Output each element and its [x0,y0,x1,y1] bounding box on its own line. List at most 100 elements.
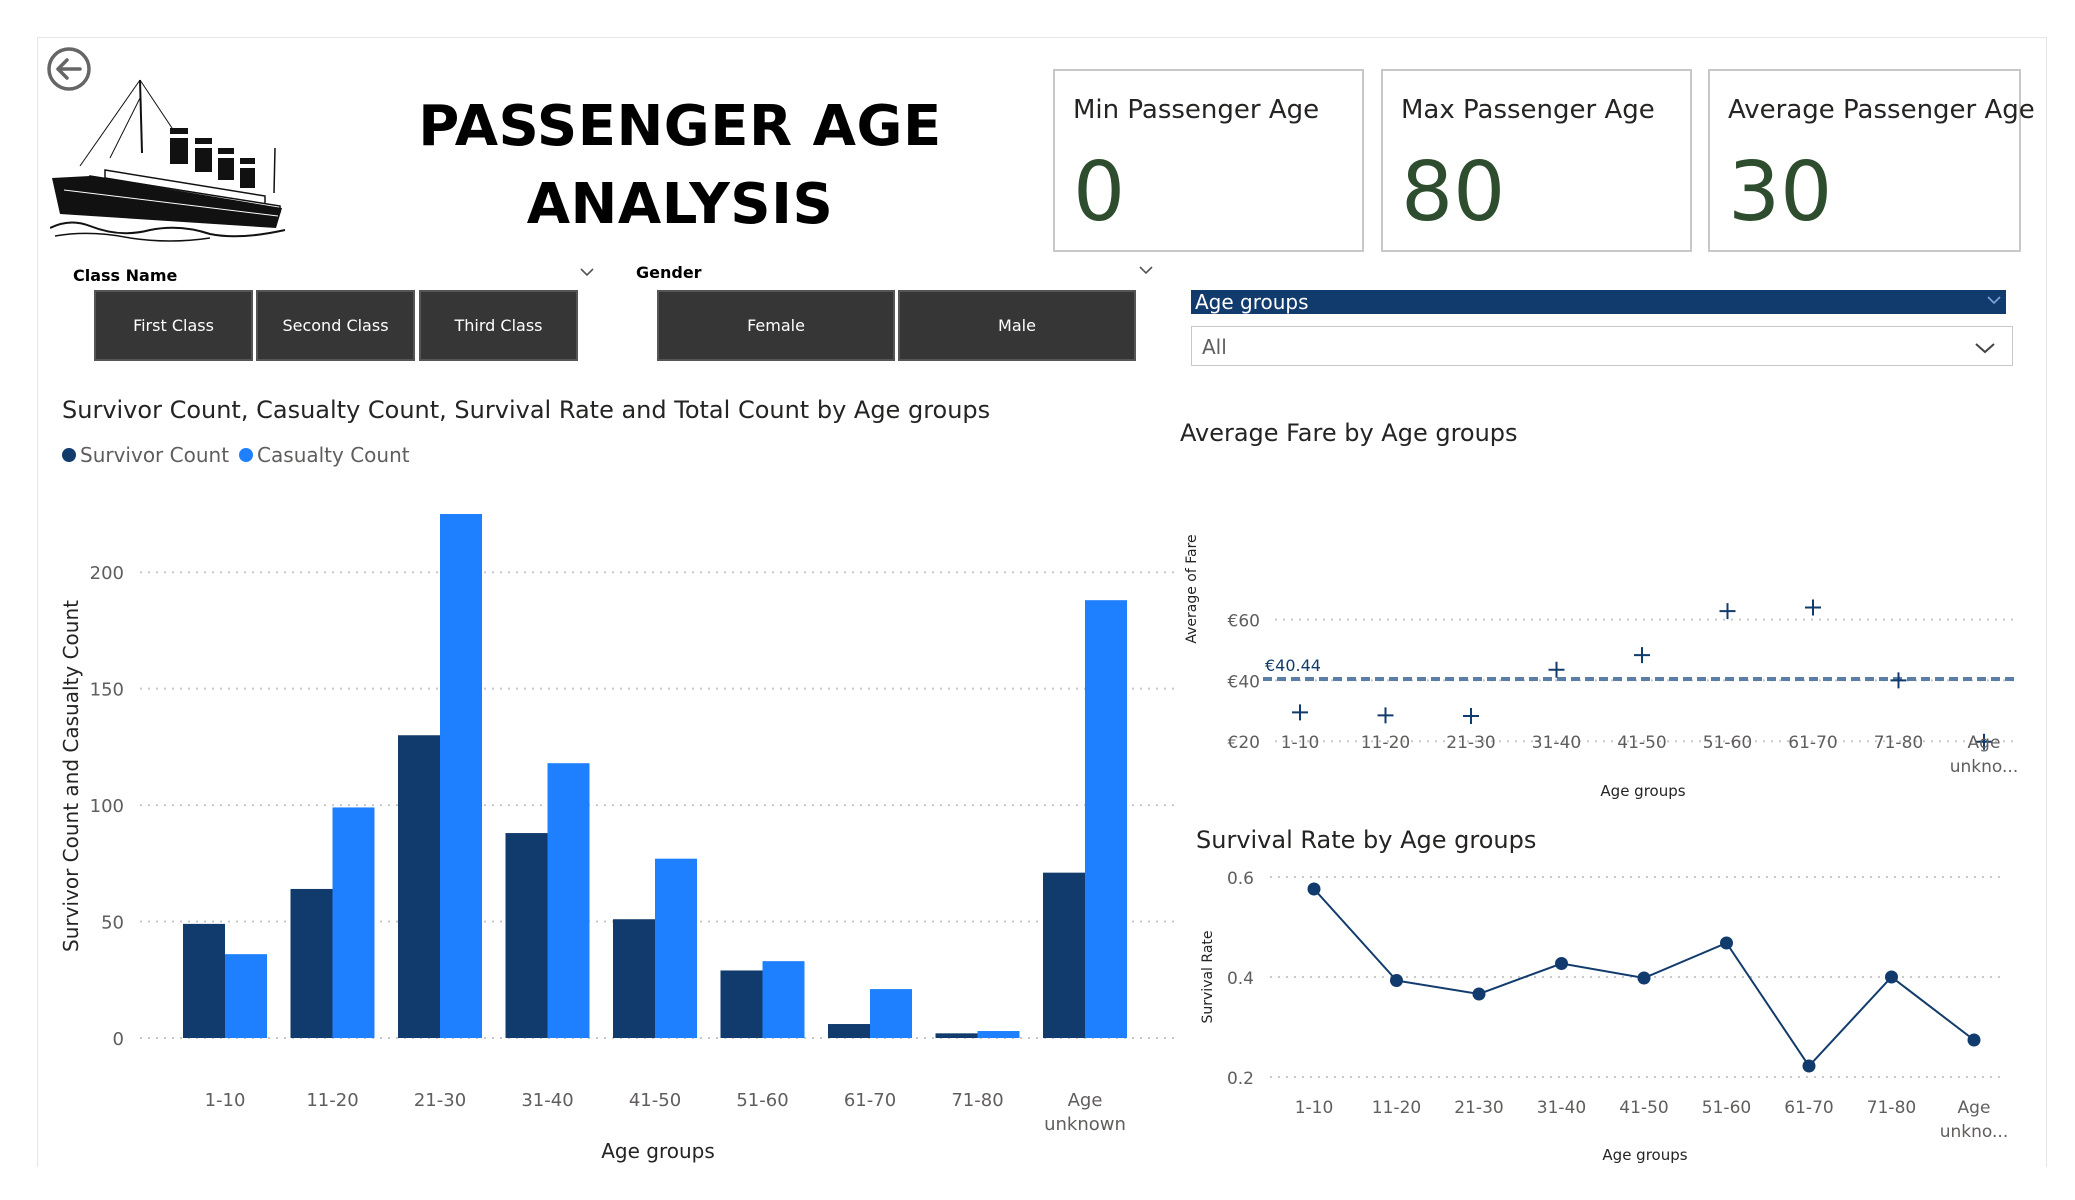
y-axis-label: Survivor Count and Casualty Count [59,600,83,952]
survivor-bar [1043,872,1085,1038]
survivor-bar [935,1033,978,1038]
x-tick-label: Age [1958,1098,1991,1118]
y-tick-label: 0.2 [1227,1069,1254,1089]
survivor-bar [183,923,225,1038]
x-tick-label: Age [1968,733,2001,753]
kpi-label: Average Passenger Age [1728,95,2035,125]
x-tick-label: 61-70 [844,1090,896,1111]
chevron-down-icon[interactable] [579,266,595,278]
x-tick-label: 41-50 [1617,733,1666,753]
x-tick-label: 1-10 [1295,1098,1334,1118]
x-tick-label: 51-60 [736,1090,788,1111]
x-tick-label: 31-40 [521,1090,573,1111]
x-tick-label: Age [1068,1090,1103,1111]
line-point [1472,987,1486,1001]
line-point [1967,1033,1981,1047]
x-tick-label: unkno... [1950,757,2018,777]
back-arrow-icon[interactable] [46,46,92,92]
gender-option-male[interactable]: Male [898,290,1136,361]
legend-item-survivor[interactable]: Survivor Count [62,443,229,467]
gender-slicer-title: Gender [636,263,702,282]
y-tick-label: 0 [113,1029,124,1050]
x-tick-label: 51-60 [1703,733,1752,753]
casualty-bar [332,807,375,1038]
y-tick-label: €40 [1228,672,1260,692]
scatter-point [1976,733,1992,750]
casualty-bar [225,954,267,1038]
x-tick-label: 11-20 [1372,1098,1421,1118]
x-tick-label: unkno... [1940,1122,2008,1142]
kpi-value: 0 [1073,145,1126,240]
x-tick-label: 61-70 [1788,733,1837,753]
scatter-point [1377,707,1394,724]
x-axis-label: Age groups [601,1139,715,1163]
average-line-label: €40.44 [1265,656,1321,675]
y-tick-label: 200 [90,563,124,584]
x-tick-label: 41-50 [629,1090,681,1111]
y-tick-label: €60 [1228,612,1260,632]
casualty-bar [762,961,805,1038]
line-point [1720,936,1733,950]
line-point [1802,1059,1816,1073]
line-chart-title: Survival Rate by Age groups [1196,826,1537,854]
x-tick-label: 61-70 [1784,1098,1833,1118]
survivor-bar [828,1024,870,1038]
legend-item-casualty[interactable]: Casualty Count [239,443,410,467]
page-title: PASSENGER AGE ANALYSIS [418,94,942,237]
x-tick-label: 11-20 [1361,733,1410,753]
class-slicer-title: Class Name [73,266,178,285]
x-axis-label: Age groups [1602,1146,1687,1164]
y-axis-label: Average of Fare [1184,534,1200,643]
casualty-bar [1085,600,1127,1038]
scatter-point [1548,661,1565,678]
kpi-card-max-age: Max Passenger Age 80 [1381,69,1692,252]
x-tick-label: unknown [1044,1114,1126,1135]
survivor-bar [720,970,763,1038]
chevron-down-icon[interactable] [1138,264,1154,276]
titanic-ship-logo [50,79,286,242]
bar-chart: 0 50 100 150 200 Survivor Count and Casualty … [59,514,1180,1163]
scatter-point [1805,599,1821,616]
survivor-bar [398,735,440,1038]
casualty-bar [977,1031,1020,1038]
x-tick-label: 1-10 [1281,733,1320,753]
survivor-bar [290,888,333,1038]
x-axis-label: Age groups [1600,782,1685,800]
scatter-point [1463,707,1479,724]
x-tick-label: 51-60 [1702,1098,1751,1118]
x-tick-label: 1-10 [205,1090,246,1111]
y-tick-label: 150 [90,680,124,701]
line-point [1307,882,1321,896]
casualty-bar [547,763,590,1038]
x-tick-label: 71-80 [1867,1098,1916,1118]
x-tick-label: 21-30 [1454,1098,1503,1118]
kpi-value: 30 [1728,145,1833,240]
x-tick-label: 31-40 [1532,733,1581,753]
survivor-bar [613,919,655,1038]
casualty-bar [655,858,697,1038]
bar-chart-legend: Survivor Count Casualty Count [62,443,410,467]
scatter-point [1719,603,1736,620]
scatter-point [1890,672,1907,689]
x-tick-label: 21-30 [414,1090,466,1111]
x-tick-label: 41-50 [1619,1098,1668,1118]
survivor-bar [505,833,548,1038]
kpi-card-average-age: Average Passenger Age 30 [1708,69,2035,252]
line-point [1555,957,1568,970]
age-groups-slicer-header: Age groups [1191,290,2006,314]
class-option-first[interactable]: First Class [94,290,253,361]
age-groups-dropdown[interactable]: All [1191,326,2013,366]
class-option-third[interactable]: Third Class [419,290,578,361]
y-tick-label: 0.4 [1227,969,1254,989]
chevron-down-icon[interactable] [1986,294,2002,306]
x-tick-label: 21-30 [1446,733,1495,753]
kpi-label: Max Passenger Age [1401,95,1655,125]
class-option-second[interactable]: Second Class [256,290,415,361]
y-tick-label: 100 [90,796,124,817]
dropdown-selected-value: All [1202,335,1227,359]
casualty-bar [870,989,912,1038]
chevron-down-icon [1975,343,1995,354]
x-tick-label: 31-40 [1537,1098,1586,1118]
gender-option-female[interactable]: Female [657,290,895,361]
line-point [1885,970,1898,984]
